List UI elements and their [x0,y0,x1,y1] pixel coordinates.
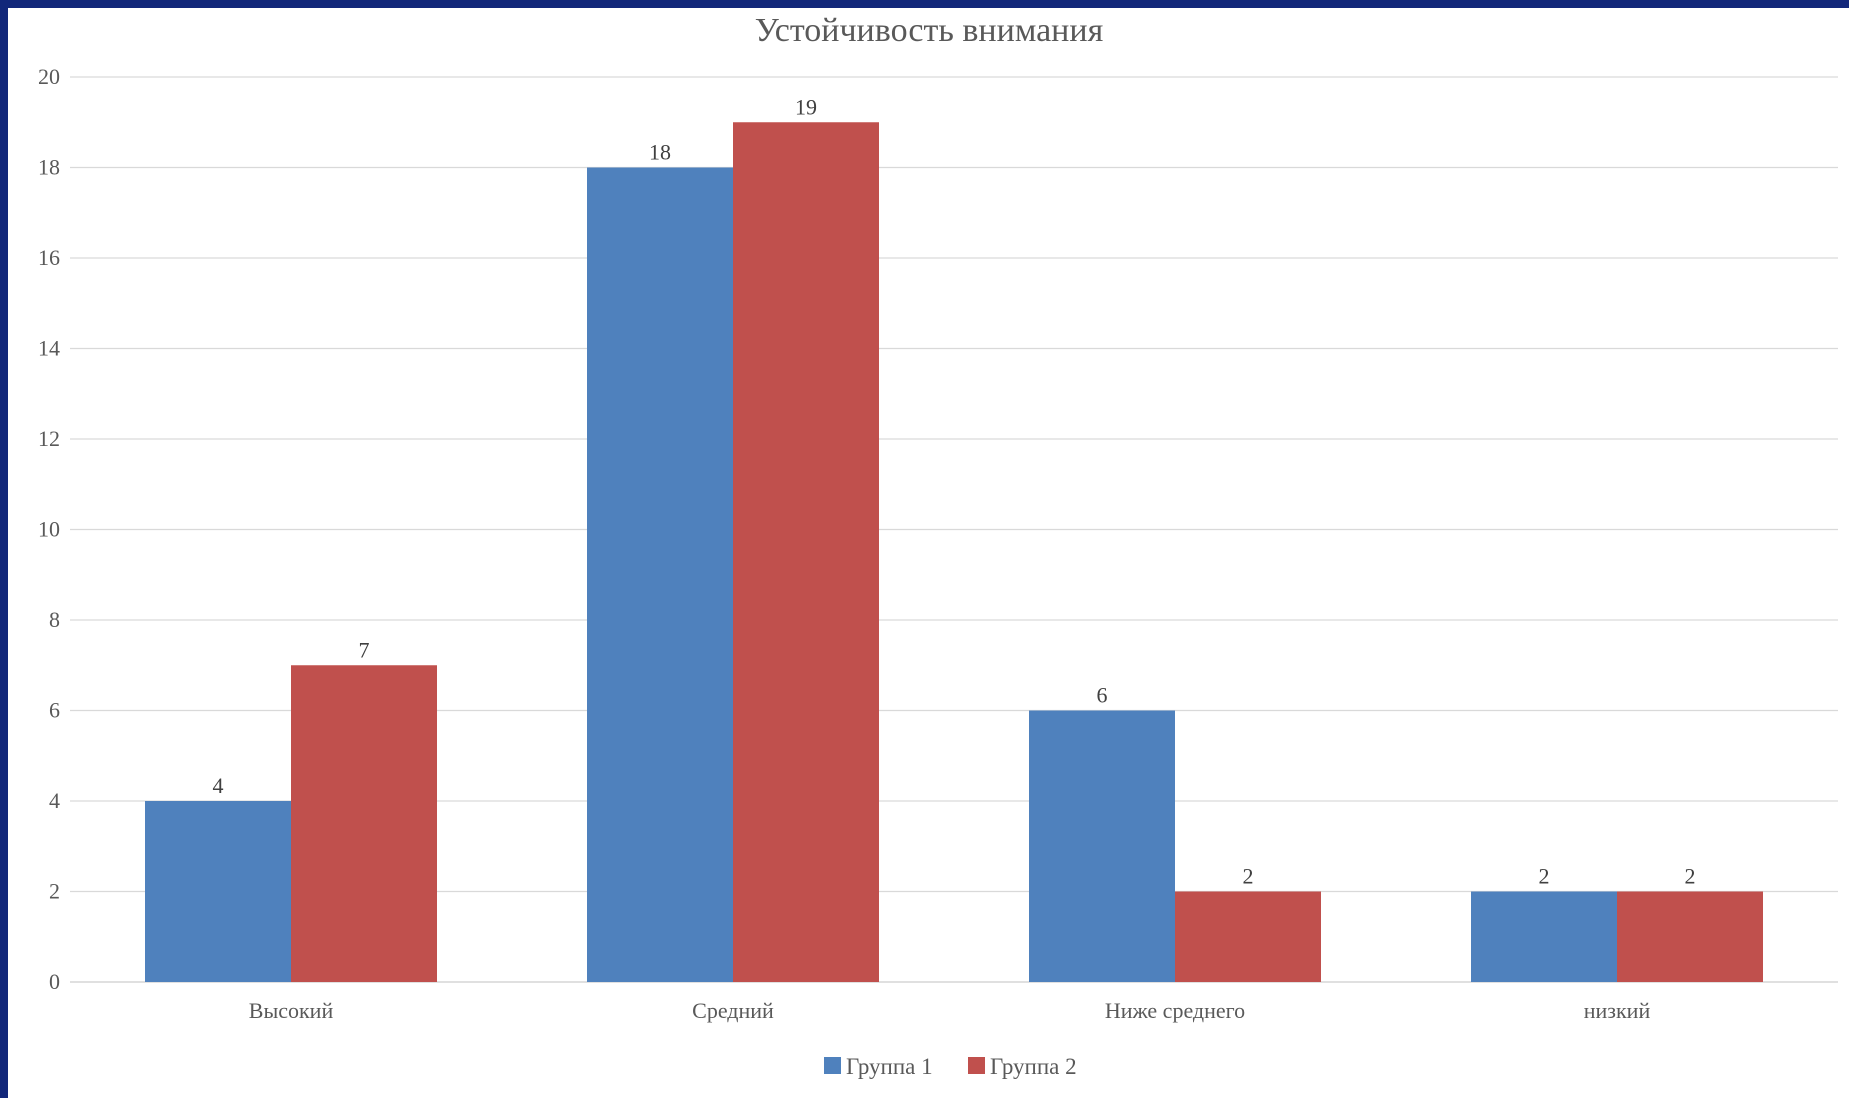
y-tick-label: 10 [38,517,60,542]
bar-1-3 [1029,710,1175,982]
x-category-label: Высокий [249,998,334,1023]
data-label: 7 [359,637,370,662]
y-tick-label: 16 [38,245,60,270]
y-tick-label: 18 [38,155,60,180]
x-category-label: низкий [1584,998,1651,1023]
legend: Группа 1 Группа 2 [824,1054,1077,1079]
chart-frame: Устойчивость внимания 0 2 4 6 8 10 12 14 16 18 20 … [8,8,1849,1098]
legend-swatch-2 [968,1057,985,1074]
chart-title: Устойчивость внимания [755,12,1104,49]
y-tick-label: 0 [49,969,60,994]
x-category-label: Средний [692,998,774,1023]
data-label: 2 [1539,864,1550,889]
data-label: 2 [1685,864,1696,889]
bar-2-1 [291,665,437,982]
y-tick-label: 20 [38,64,60,89]
data-label: 4 [213,773,224,798]
bar-1-2 [587,167,733,982]
bar-1-1 [145,801,291,982]
y-tick-label: 12 [38,426,60,451]
bar-2-4 [1617,891,1763,982]
bars [145,122,1763,982]
legend-label-1: Группа 1 [846,1054,933,1079]
bar-2-2 [733,122,879,982]
y-tick-label: 14 [38,336,60,361]
data-labels: 4 7 18 19 6 2 2 2 [213,94,1696,888]
bar-2-3 [1175,891,1321,982]
x-category-label: Ниже среднего [1105,998,1245,1023]
data-label: 18 [649,140,671,165]
legend-swatch-1 [824,1057,841,1074]
bar-chart: Устойчивость внимания 02468101214161820 … [38,12,1838,1079]
legend-label-2: Группа 2 [990,1054,1077,1079]
y-tick-label: 2 [49,879,60,904]
data-label: 6 [1097,683,1108,708]
y-axis-ticks: 0 2 4 6 8 10 12 14 16 18 20 [38,64,60,994]
data-label: 2 [1243,864,1254,889]
y-tick-label: 4 [49,788,60,813]
y-tick-label: 6 [49,698,60,723]
x-axis-categories: Высокий Средний Ниже среднего низкий [249,998,1651,1023]
bar-1-4 [1471,891,1617,982]
data-label: 19 [795,94,817,119]
y-tick-label: 8 [49,607,60,632]
